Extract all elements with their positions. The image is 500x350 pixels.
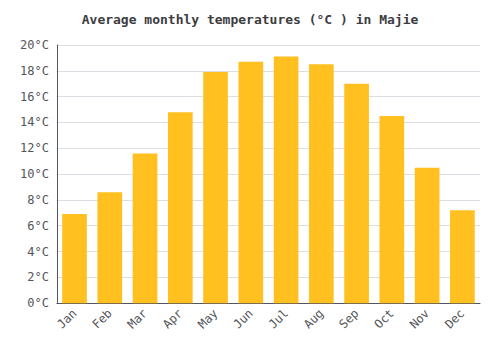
svg-text:May: May	[195, 306, 220, 331]
svg-text:Average monthly temperatures (: Average monthly temperatures (°C ) in Ma…	[82, 12, 419, 27]
svg-text:Aug: Aug	[301, 306, 326, 331]
svg-text:4°C: 4°C	[27, 245, 49, 259]
svg-text:20°C: 20°C	[20, 38, 49, 52]
svg-text:Oct: Oct	[372, 306, 397, 331]
svg-text:Dec: Dec	[442, 306, 467, 331]
svg-text:14°C: 14°C	[20, 115, 49, 129]
svg-text:2°C: 2°C	[27, 270, 49, 284]
svg-text:Jun: Jun	[231, 306, 256, 331]
svg-text:Apr: Apr	[160, 306, 185, 331]
svg-text:Jan: Jan	[54, 306, 79, 331]
svg-text:18°C: 18°C	[20, 64, 49, 78]
svg-text:Jul: Jul	[266, 306, 291, 331]
svg-text:16°C: 16°C	[20, 90, 49, 104]
svg-text:8°C: 8°C	[27, 193, 49, 207]
svg-text:Nov: Nov	[407, 306, 432, 331]
svg-text:12°C: 12°C	[20, 141, 49, 155]
svg-text:0°C: 0°C	[27, 296, 49, 310]
svg-text:10°C: 10°C	[20, 167, 49, 181]
svg-text:Feb: Feb	[90, 306, 115, 331]
svg-text:Sep: Sep	[336, 306, 361, 331]
svg-text:6°C: 6°C	[27, 219, 49, 233]
svg-text:Mar: Mar	[125, 306, 150, 331]
